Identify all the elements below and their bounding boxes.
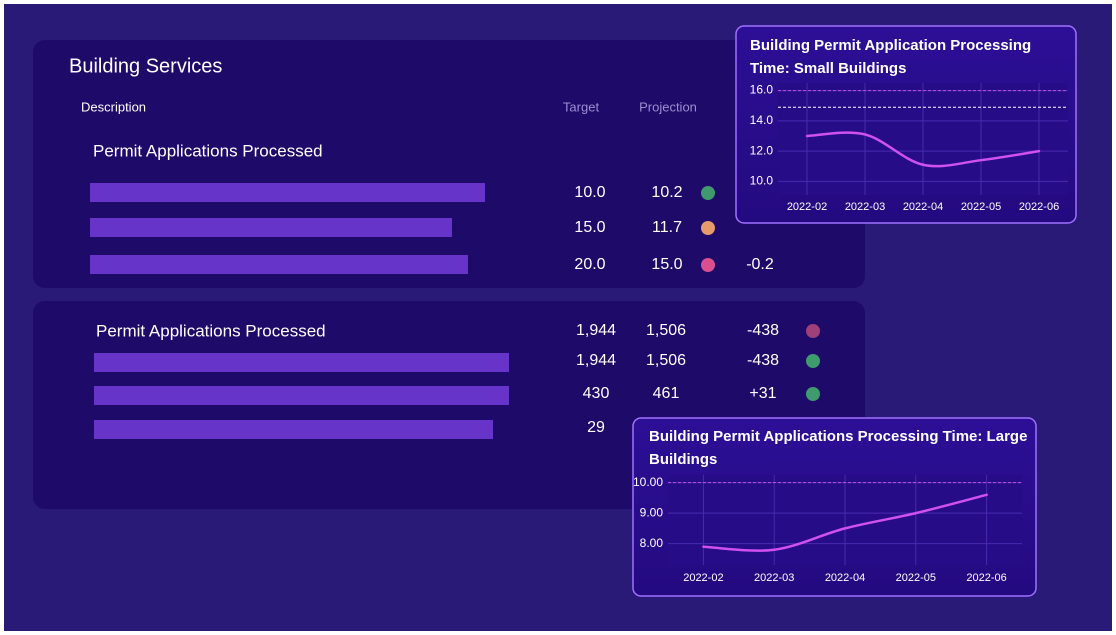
x-tick-label: 2022-03 — [754, 572, 794, 584]
target-value: 1,944 — [576, 352, 616, 369]
column-header: Description — [81, 99, 146, 114]
y-tick-label: 10.0 — [750, 174, 774, 188]
section-label: Permit Applications Processed — [93, 141, 323, 160]
target-value: 1,944 — [576, 322, 616, 339]
row-bar — [90, 218, 452, 237]
projection-value: 11.7 — [652, 219, 682, 236]
chart-title: Building Permit Applications Processing … — [649, 428, 1028, 468]
target-value: 29 — [587, 419, 605, 436]
status-dot — [701, 221, 715, 235]
target-value: 15.0 — [574, 219, 605, 236]
line — [702, 493, 988, 552]
x-tick-label: 2022-02 — [683, 572, 723, 584]
y-tick-label: 10.00 — [633, 475, 663, 489]
panel-title: Building Services — [69, 55, 222, 77]
x-tick-label: 2022-02 — [787, 201, 827, 213]
difference-value: -438 — [747, 352, 779, 369]
y-tick-label: 12.0 — [750, 143, 774, 157]
x-tick-label: 2022-06 — [1019, 201, 1059, 213]
projection-value: 15.0 — [651, 256, 682, 273]
column-header: Target — [563, 99, 600, 114]
row-bar — [94, 353, 509, 372]
difference-value: -0.2 — [746, 256, 774, 273]
target-value: 10.0 — [574, 184, 605, 201]
y-tick-label: 14.0 — [750, 113, 774, 127]
status-dot — [806, 324, 820, 338]
status-dot — [701, 258, 715, 272]
x-tick-label: 2022-05 — [961, 201, 1001, 213]
status-dot — [701, 186, 715, 200]
row-bar — [94, 420, 493, 439]
y-tick-label: 16.0 — [750, 83, 774, 97]
line — [805, 131, 1041, 168]
row-bar — [94, 386, 509, 405]
x-tick-label: 2022-04 — [825, 572, 865, 584]
y-tick-label: 9.00 — [640, 505, 664, 519]
projection-value: 1,506 — [646, 322, 686, 339]
projection-value: 461 — [653, 385, 680, 402]
x-tick-label: 2022-03 — [845, 201, 885, 213]
target-value: 430 — [583, 385, 610, 402]
status-dot — [806, 387, 820, 401]
projection-value: 1,506 — [646, 352, 686, 369]
section-label: Permit Applications Processed — [96, 321, 326, 340]
target-value: 20.0 — [574, 256, 605, 273]
y-tick-label: 8.00 — [640, 536, 664, 550]
row-bar — [90, 183, 485, 202]
x-tick-label: 2022-06 — [966, 572, 1006, 584]
difference-value: -438 — [747, 322, 779, 339]
column-header: Projection — [639, 99, 697, 114]
row-bar — [90, 255, 468, 274]
projection-value: 10.2 — [651, 184, 682, 201]
status-dot — [806, 354, 820, 368]
x-tick-label: 2022-04 — [903, 201, 943, 213]
chart-title: Building Permit Application Processing T… — [750, 37, 1032, 77]
difference-value: +31 — [749, 385, 776, 402]
x-tick-label: 2022-05 — [896, 572, 936, 584]
